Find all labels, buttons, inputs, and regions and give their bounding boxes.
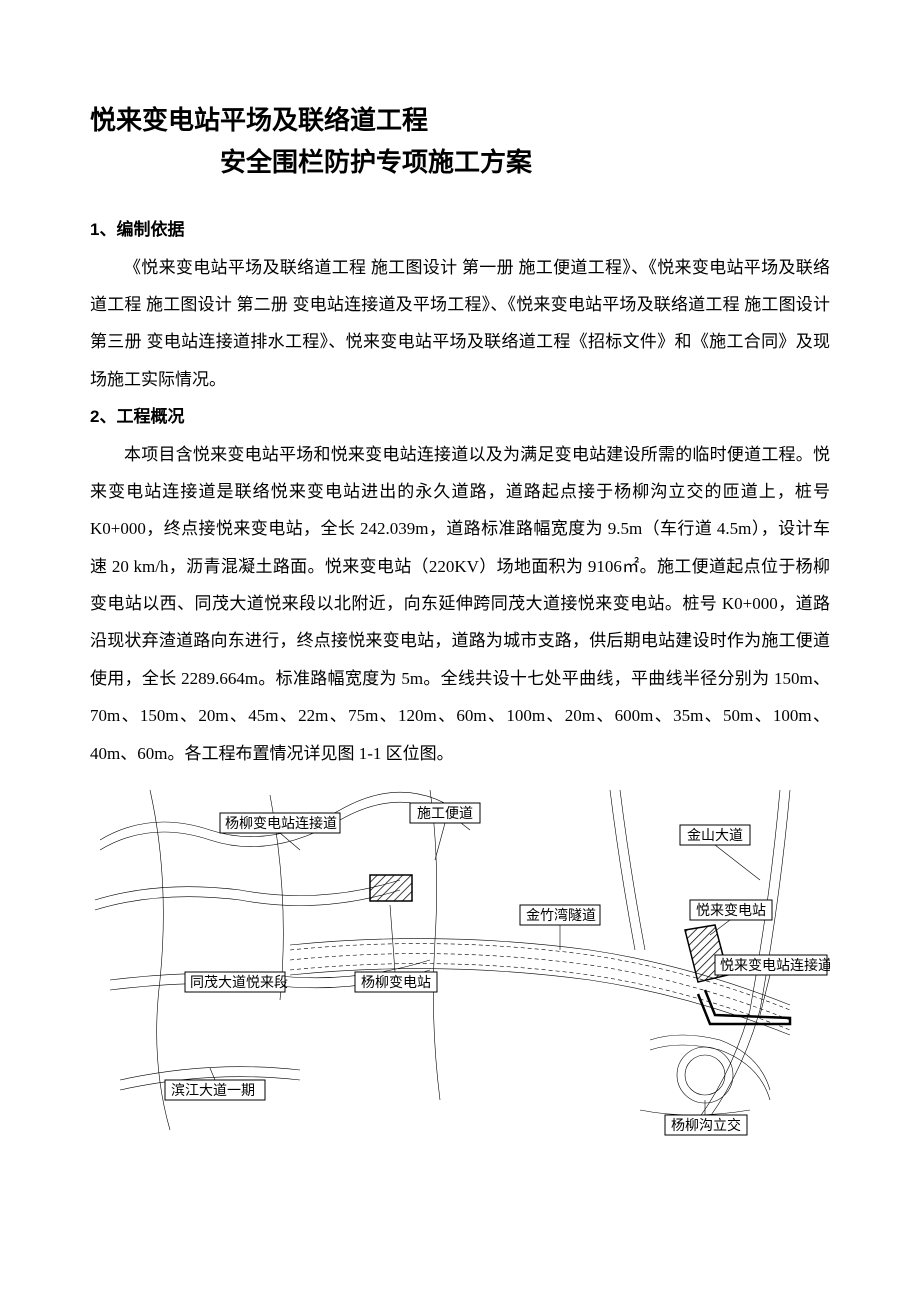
svg-text:金山大道: 金山大道 xyxy=(687,828,743,844)
svg-text:同茂大道悦来段: 同茂大道悦来段 xyxy=(190,974,288,991)
map-svg: 杨柳变电站连接道 施工便道 金山大道 金竹湾隧道 悦来变电站 悦来变电站连接道 xyxy=(90,780,830,1140)
section-2-body: 本项目含悦来变电站平场和悦来变电站连接道以及为满足变电站建设所需的临时便道工程。… xyxy=(90,436,830,773)
map-label-yangliu-connect: 杨柳变电站连接道 xyxy=(220,813,340,850)
svg-text:杨柳变电站: 杨柳变电站 xyxy=(361,974,431,991)
map-label-binjiang: 滨江大道一期 xyxy=(165,1068,265,1100)
svg-text:滨江大道一期: 滨江大道一期 xyxy=(171,1083,255,1099)
map-label-tongmao: 同茂大道悦来段 xyxy=(185,972,288,992)
map-label-tunnel: 金竹湾隧道 xyxy=(520,905,600,950)
section-1-body: 《悦来变电站平场及联络道工程 施工图设计 第一册 施工便道工程》、《悦来变电站平… xyxy=(90,249,830,399)
title-line2: 安全围栏防护专项施工方案 xyxy=(220,142,830,184)
map-label-construction-road: 施工便道 xyxy=(410,803,480,860)
map-label-yuelai-connect: 悦来变电站连接道 xyxy=(715,955,830,1015)
svg-text:悦来变电站: 悦来变电站 xyxy=(696,903,766,919)
map-label-yangliugou: 杨柳沟立交 xyxy=(665,1100,747,1135)
svg-text:金竹湾隧道: 金竹湾隧道 xyxy=(526,907,596,924)
section-2-heading: 2、工程概况 xyxy=(90,398,830,435)
map-label-yangliu-station: 杨柳变电站 xyxy=(355,905,437,992)
svg-text:悦来变电站连接道: 悦来变电站连接道 xyxy=(720,957,830,974)
title-line1: 悦来变电站平场及联络道工程 xyxy=(90,100,830,142)
section-1-heading: 1、编制依据 xyxy=(90,211,830,248)
svg-text:施工便道: 施工便道 xyxy=(417,806,473,822)
svg-text:杨柳变电站连接道: 杨柳变电站连接道 xyxy=(225,815,337,832)
map-label-jinshan: 金山大道 xyxy=(680,825,760,880)
svg-text:杨柳沟立交: 杨柳沟立交 xyxy=(671,1117,741,1134)
location-map: 杨柳变电站连接道 施工便道 金山大道 金竹湾隧道 悦来变电站 悦来变电站连接道 xyxy=(90,780,830,1140)
